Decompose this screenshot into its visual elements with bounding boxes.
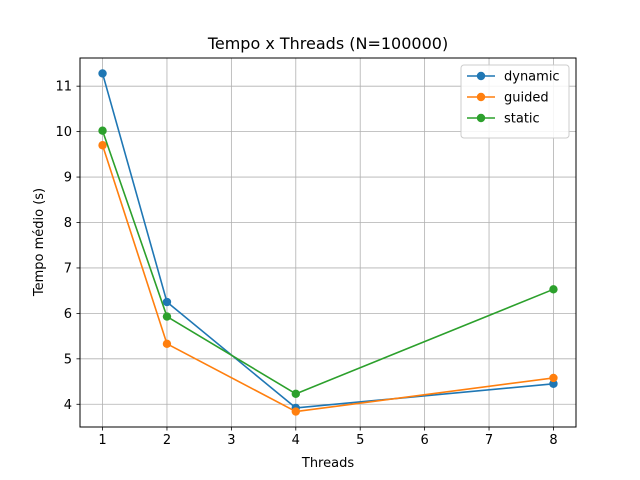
series-line-static: [101, 130, 554, 395]
x-tick-label: 7: [485, 433, 493, 448]
data-point-guided: [162, 339, 172, 349]
data-point-static: [291, 389, 300, 399]
x-tick-label: 1: [98, 433, 106, 448]
legend-swatch-marker: [476, 92, 486, 102]
x-tick-label: 3: [227, 433, 235, 448]
chart-title: Tempo x Threads (N=100000): [207, 34, 448, 53]
x-axis-label: Threads: [301, 456, 354, 471]
y-tick-label: 10: [55, 125, 72, 140]
legend-swatch-marker: [476, 113, 486, 123]
axis-ticks: 1 2 3 4 5 6 7 8 4 5 6 7 8 9 10 11: [55, 80, 557, 448]
data-point-guided: [98, 141, 107, 150]
y-tick-label: 5: [64, 352, 72, 367]
x-tick-label: 2: [163, 433, 171, 448]
data-point-guided: [291, 407, 300, 416]
legend-swatch-marker: [476, 71, 486, 81]
y-axis-label: Tempo médio (s): [32, 188, 47, 297]
data-point-dynamic: [98, 69, 107, 78]
legend-label: static: [504, 112, 540, 127]
y-tick-label: 11: [55, 80, 72, 95]
legend: dynamic guided static: [460, 64, 570, 139]
x-tick-label: 8: [549, 433, 557, 448]
x-tick-label: 5: [356, 433, 364, 448]
data-point-dynamic: [162, 297, 172, 307]
legend-label: dynamic: [504, 70, 560, 85]
data-point-static: [98, 126, 107, 135]
legend-label: guided: [504, 91, 549, 106]
y-tick-label: 4: [64, 398, 72, 413]
x-tick-label: 4: [292, 433, 300, 448]
plot-frame: [79, 57, 577, 428]
data-point-static: [162, 312, 172, 321]
y-tick-label: 9: [64, 171, 72, 186]
series-group: [98, 69, 558, 416]
y-tick-label: 7: [64, 261, 72, 276]
y-tick-label: 6: [64, 307, 72, 322]
x-tick-label: 6: [420, 433, 428, 448]
data-point-dynamic: [549, 379, 558, 389]
series-guided: [98, 141, 558, 416]
y-tick-label: 8: [64, 216, 72, 231]
data-point-guided: [549, 373, 558, 383]
series-static: [98, 126, 558, 399]
legend-box: [460, 64, 570, 139]
series-line-guided: [101, 145, 554, 413]
data-point-static: [549, 285, 558, 294]
